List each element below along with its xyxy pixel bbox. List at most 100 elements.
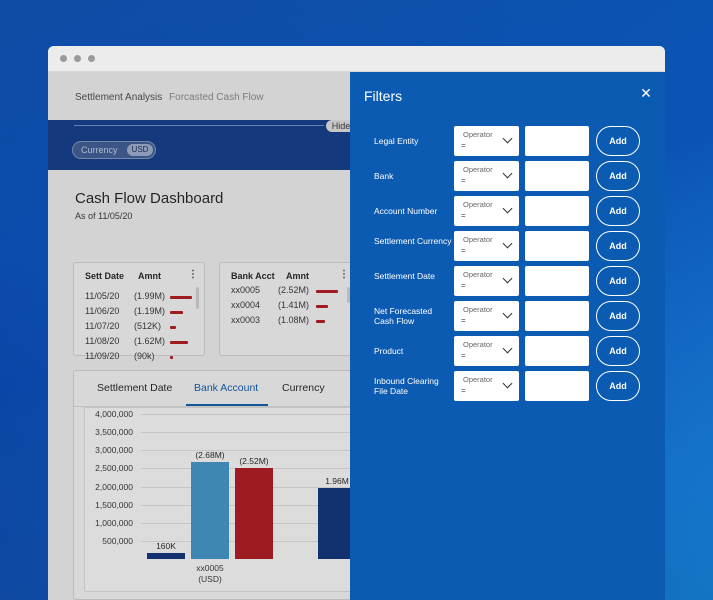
table-cell: xx0003	[231, 315, 261, 325]
operator-label: Operator	[463, 235, 493, 244]
column-header: Amnt	[286, 271, 309, 281]
table-cell: xx0005	[231, 285, 261, 295]
filter-value-input[interactable]	[525, 336, 589, 366]
add-filter-button[interactable]: Add	[596, 371, 640, 401]
operator-label: Operator	[463, 305, 493, 314]
operator-value: =	[461, 141, 466, 150]
amount-bar	[170, 326, 176, 329]
add-filter-button[interactable]: Add	[596, 336, 640, 366]
filter-label: Product	[374, 346, 404, 356]
operator-select[interactable]: Operator =	[454, 126, 519, 156]
add-filter-button[interactable]: Add	[596, 161, 640, 191]
operator-label: Operator	[463, 270, 493, 279]
breadcrumb-title[interactable]: Settlement Analysis	[75, 92, 163, 103]
kebab-menu-icon[interactable]: ⋮	[339, 269, 349, 280]
operator-select[interactable]: Operator =	[454, 336, 519, 366]
operator-select[interactable]: Operator =	[454, 266, 519, 296]
filter-row: Settlement Date Operator = Add	[350, 266, 665, 296]
table-cell: (1.62M)	[134, 336, 166, 346]
operator-label: Operator	[463, 165, 493, 174]
operator-value: =	[461, 316, 466, 325]
tab-currency[interactable]: Currency	[282, 382, 325, 394]
bank-account-card: Bank Acct Amnt ⋮ xx0005 (2.52M) xx0004 (…	[219, 262, 359, 356]
gridline	[141, 450, 360, 452]
filter-row: Account Number Operator = Add	[350, 196, 665, 226]
filter-value-input[interactable]	[525, 301, 589, 331]
filters-title: Filters	[364, 88, 403, 104]
chart-bar[interactable]	[147, 553, 185, 559]
operator-value: =	[461, 246, 466, 255]
operator-select[interactable]: Operator =	[454, 231, 519, 261]
filter-label: Settlement Currency	[374, 236, 452, 246]
window-dot-icon[interactable]	[60, 55, 67, 62]
chart-bar[interactable]	[235, 467, 273, 559]
chevron-down-icon[interactable]	[502, 168, 513, 179]
kebab-menu-icon[interactable]: ⋮	[188, 269, 198, 280]
chevron-down-icon[interactable]	[502, 133, 513, 144]
card-scrollbar[interactable]	[196, 287, 199, 309]
banner-divider	[74, 125, 324, 126]
filter-value-input[interactable]	[525, 126, 589, 156]
chevron-down-icon[interactable]	[502, 308, 513, 319]
table-cell: (2.52M)	[278, 285, 310, 295]
filter-value-input[interactable]	[525, 161, 589, 191]
toggle-right-label: USD	[127, 144, 153, 156]
operator-value: =	[461, 351, 466, 360]
chart-bar[interactable]	[318, 487, 356, 559]
filter-row: Product Operator = Add	[350, 336, 665, 366]
close-icon[interactable]: ✕	[640, 85, 652, 101]
hide-button[interactable]: Hide	[326, 120, 356, 132]
filter-row: Bank Operator = Add	[350, 161, 665, 191]
currency-toggle[interactable]: Currency USD	[72, 141, 156, 159]
window-dot-icon[interactable]	[88, 55, 95, 62]
chevron-down-icon[interactable]	[502, 238, 513, 249]
table-cell: 11/08/20	[85, 336, 120, 346]
chevron-down-icon[interactable]	[502, 378, 513, 389]
operator-value: =	[461, 211, 466, 220]
filter-value-input[interactable]	[525, 231, 589, 261]
chart-bar[interactable]	[191, 461, 229, 559]
window-dot-icon[interactable]	[74, 55, 81, 62]
breadcrumb-sub[interactable]: Forcasted Cash Flow	[169, 92, 264, 103]
dim-overlay[interactable]	[48, 72, 350, 600]
operator-select[interactable]: Operator =	[454, 196, 519, 226]
chevron-down-icon[interactable]	[502, 203, 513, 214]
chevron-down-icon[interactable]	[502, 343, 513, 354]
column-header: Amnt	[138, 271, 161, 281]
add-filter-button[interactable]: Add	[596, 126, 640, 156]
tab-settlement-date[interactable]: Settlement Date	[97, 382, 173, 394]
card-scrollbar[interactable]	[347, 287, 350, 303]
gridline	[141, 432, 360, 434]
filter-value-input[interactable]	[525, 196, 589, 226]
bar-data-label: 160K	[156, 541, 176, 552]
add-filter-button[interactable]: Add	[596, 266, 640, 296]
x-category-line: xx0005	[196, 563, 224, 573]
operator-select[interactable]: Operator =	[454, 161, 519, 191]
filter-value-input[interactable]	[525, 371, 589, 401]
tab-bank-account[interactable]: Bank Account	[194, 382, 259, 394]
operator-label: Operator	[463, 200, 493, 209]
gridline	[141, 414, 360, 415]
y-tick-label: 4,000,000	[95, 409, 133, 419]
amount-bar	[316, 320, 326, 323]
chevron-down-icon[interactable]	[502, 273, 513, 284]
table-cell: (1.08M)	[278, 315, 310, 325]
bar-data-label: (2.52M)	[239, 455, 269, 466]
chart-tabs: Settlement Date Bank Account Currency	[74, 371, 374, 407]
table-cell: (512K)	[134, 321, 162, 331]
table-cell: 11/05/20	[85, 291, 120, 301]
add-filter-button[interactable]: Add	[596, 196, 640, 226]
filter-value-input[interactable]	[525, 266, 589, 296]
add-filter-button[interactable]: Add	[596, 301, 640, 331]
y-tick-label: 3,000,000	[95, 445, 133, 456]
amount-bar	[170, 356, 173, 359]
operator-select[interactable]: Operator =	[454, 371, 519, 401]
table-cell: (90k)	[134, 351, 155, 361]
operator-value: =	[461, 176, 466, 185]
filter-label: Bank	[374, 171, 394, 181]
add-filter-button[interactable]: Add	[596, 231, 640, 261]
y-tick-label: 500,000	[102, 535, 133, 546]
browser-window: Settlement Analysis Forcasted Cash Flow …	[48, 46, 665, 600]
amount-bar	[316, 305, 329, 308]
operator-select[interactable]: Operator =	[454, 301, 519, 331]
